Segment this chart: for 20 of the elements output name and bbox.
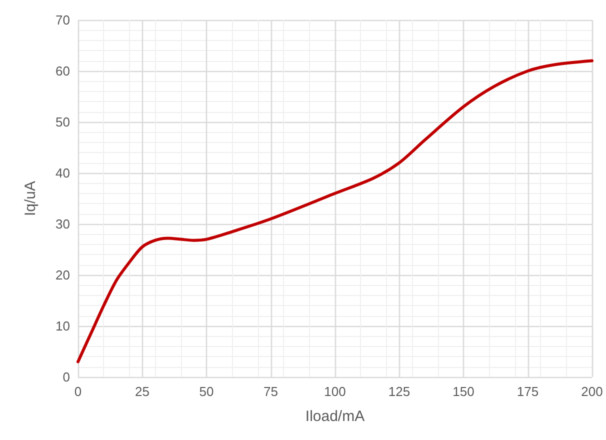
y-tick-label: 40 [56,166,70,180]
y-tick-label: 10 [56,318,70,334]
x-tick-label: 75 [264,384,278,399]
y-tick-label: 60 [56,64,70,78]
x-tick-label: 0 [74,384,82,399]
x-axis-title: Iload/mA [305,408,365,425]
y-tick-label: 0 [62,370,70,384]
y-axis-title: Iq/uA [22,180,39,216]
x-tick-label: 100 [324,384,346,399]
x-tick-label: 125 [388,384,410,399]
x-tick-label: 150 [452,384,474,399]
y-tick-label: 70 [56,12,70,28]
x-tick-label: 50 [199,384,214,399]
line-series [76,59,594,364]
y-tick-label: 20 [56,268,70,282]
x-tick-label: 25 [135,384,150,399]
y-tick-label: 50 [56,114,70,130]
x-tick-label: 175 [516,384,539,399]
x-tick-label: 200 [581,384,603,399]
y-tick-label: 30 [56,216,70,232]
